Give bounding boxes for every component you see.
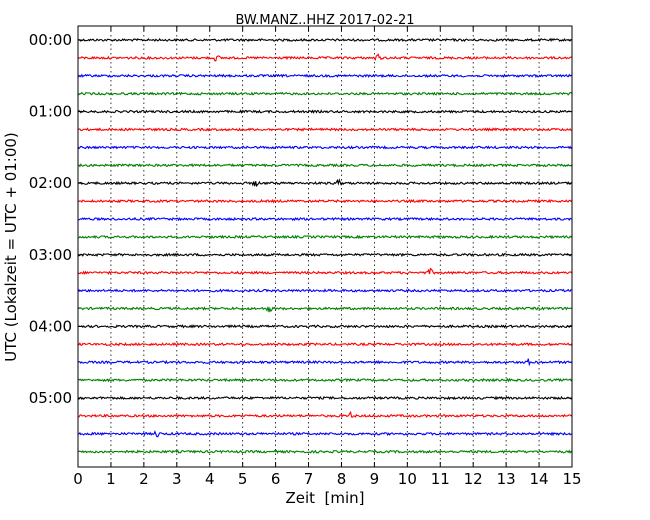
trace-line-6 bbox=[77, 145, 573, 150]
trace-line-8 bbox=[77, 178, 573, 188]
x-tick-label-8: 8 bbox=[337, 470, 347, 488]
y-tick-label-2: 02:00 bbox=[29, 174, 72, 192]
grid-lines bbox=[110, 26, 540, 467]
x-tick-labels: 0 1 2 3 4 5 6 7 8 9 10 11 12 13 14 15 bbox=[73, 470, 581, 488]
y-tick-label-3: 03:00 bbox=[29, 246, 72, 264]
x-tick-label-6: 6 bbox=[271, 470, 281, 488]
x-tick-label-15: 15 bbox=[562, 470, 581, 488]
trace-line-12 bbox=[77, 252, 573, 258]
y-tick-label-5: 05:00 bbox=[29, 389, 72, 407]
trace-line-18 bbox=[77, 358, 573, 367]
trace-line-14 bbox=[77, 288, 573, 293]
x-tick-label-3: 3 bbox=[172, 470, 182, 488]
x-tick-label-1: 1 bbox=[106, 470, 116, 488]
y-tick-labels: 00:00 01:00 02:00 03:00 04:00 05:00 bbox=[29, 31, 72, 407]
x-axis-label: Zeit [min] bbox=[285, 489, 364, 507]
trace-line-13 bbox=[77, 267, 573, 276]
trace-line-19 bbox=[77, 377, 573, 383]
trace-line-4 bbox=[77, 109, 573, 114]
trace-line-2 bbox=[77, 73, 573, 79]
x-tick-label-11: 11 bbox=[431, 470, 450, 488]
x-tick-label-7: 7 bbox=[304, 470, 314, 488]
trace-line-16 bbox=[77, 324, 573, 329]
trace-group bbox=[77, 37, 573, 455]
x-tick-label-9: 9 bbox=[370, 470, 380, 488]
trace-line-9 bbox=[77, 198, 573, 204]
trace-line-17 bbox=[77, 341, 573, 347]
trace-line-10 bbox=[78, 216, 573, 222]
y-axis-label: UTC (Lokalzeit = UTC + 01:00) bbox=[2, 132, 20, 362]
trace-line-0 bbox=[77, 37, 573, 43]
x-tick-label-4: 4 bbox=[205, 470, 215, 488]
trace-line-11 bbox=[77, 234, 573, 240]
plot-frame bbox=[77, 25, 573, 468]
y-tick-label-1: 01:00 bbox=[29, 103, 72, 121]
x-tick-label-13: 13 bbox=[497, 470, 516, 488]
trace-line-5 bbox=[77, 127, 573, 132]
trace-line-20 bbox=[77, 395, 573, 401]
trace-line-3 bbox=[77, 91, 573, 96]
chart-title: BW.MANZ..HHZ 2017-02-21 bbox=[235, 13, 414, 28]
x-tick-label-10: 10 bbox=[398, 470, 417, 488]
trace-line-23 bbox=[77, 449, 573, 455]
x-tick-label-0: 0 bbox=[73, 470, 83, 488]
x-tick-label-2: 2 bbox=[139, 470, 149, 488]
x-tick-label-12: 12 bbox=[464, 470, 483, 488]
x-tick-label-14: 14 bbox=[530, 470, 549, 488]
trace-line-21 bbox=[77, 410, 573, 419]
trace-line-1 bbox=[77, 53, 573, 62]
y-tick-label-4: 04:00 bbox=[29, 317, 72, 335]
y-tick-label-0: 00:00 bbox=[29, 31, 72, 49]
trace-line-7 bbox=[77, 163, 573, 168]
trace-line-15 bbox=[77, 306, 573, 313]
trace-line-22 bbox=[77, 430, 573, 438]
x-tick-label-5: 5 bbox=[238, 470, 248, 488]
